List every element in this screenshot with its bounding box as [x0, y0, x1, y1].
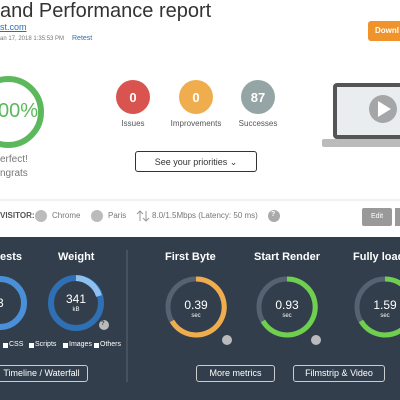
fully-loaded-unit: sec [380, 313, 390, 319]
laptop-image [322, 83, 400, 147]
button[interactable] [395, 208, 400, 226]
weight-value: 341 [65, 292, 87, 306]
timeline-button[interactable]: Timeline / Waterfall [0, 365, 88, 382]
start-render-value: 0.93 [275, 298, 299, 312]
title: and Performance report [0, 0, 212, 22]
first-byte-value: 0.39 [184, 298, 208, 312]
first-byte-gauge [169, 276, 227, 338]
requests-donut [0, 276, 27, 330]
score-value: 00% [0, 100, 39, 122]
legend-label: CSS [9, 341, 24, 348]
retest-link[interactable]: Retest [72, 35, 93, 42]
help-mark: ? [101, 321, 105, 327]
metric-heading: Fully load [353, 251, 400, 263]
improvements-badge [179, 80, 213, 114]
weight-unit: kB [72, 307, 80, 313]
metrics-panel [0, 237, 400, 400]
filmstrip-button[interactable]: Filmstrip & Video [293, 365, 385, 382]
legend-swatch [29, 343, 34, 348]
score-text: ngrats [0, 168, 28, 179]
start-render-gauge [260, 276, 318, 338]
fully-loaded-gauge [358, 276, 400, 338]
issues-count: 0 [129, 90, 137, 105]
download-button[interactable]: Downl [368, 21, 400, 41]
date: an 17, 2018 1:35:53 PM [0, 36, 65, 42]
globe-icon [91, 210, 103, 222]
network: 8.0/1.5Mbps (Latency: 50 ms) [152, 211, 258, 220]
edit-button[interactable]: Edit [362, 208, 392, 226]
successes-badge [241, 80, 275, 114]
chrome-icon [35, 210, 47, 222]
help-icon [268, 210, 280, 222]
score-text: erfect! [0, 154, 28, 165]
legend-swatch [63, 343, 68, 348]
metrics-button[interactable]: More metrics [196, 365, 275, 382]
metric-heading: Weight [58, 251, 95, 263]
legend-label: Images [69, 341, 92, 348]
network-icon [136, 210, 150, 222]
issues-badge [116, 80, 150, 114]
button-label: See your priorities [154, 157, 228, 167]
successes-label: Successes [238, 119, 278, 128]
issues-label: Issues [121, 119, 145, 128]
fully-loaded-value: 1.59 [373, 298, 397, 312]
first-byte-unit: sec [191, 313, 201, 319]
url[interactable]: st.com [0, 22, 27, 32]
priorities-button[interactable]: See your priorities ⌄ [135, 151, 257, 172]
browser: Chrome [52, 211, 81, 220]
help-icon [222, 335, 232, 345]
legend-label: Scripts [35, 341, 57, 348]
help-icon [311, 335, 321, 345]
improvements-count: 0 [192, 90, 200, 105]
visitor-label: VISITOR: [0, 211, 35, 220]
successes-count: 87 [250, 90, 266, 105]
score-ring [0, 76, 44, 148]
metric-heading: Start Render [254, 251, 321, 263]
help-mark: ? [271, 211, 276, 218]
legend-label: Others [100, 341, 122, 348]
help-icon [99, 320, 109, 330]
legend-swatch [94, 343, 99, 348]
metric-heading: First Byte [165, 251, 216, 263]
start-render-unit: sec [282, 313, 292, 319]
metric-heading: ests [0, 251, 23, 263]
location: Paris [108, 211, 127, 220]
requests-value: 3 [0, 296, 4, 310]
legend-swatch [3, 343, 8, 348]
weight-segment [75, 275, 102, 298]
improvements-label: Improvements [170, 119, 222, 128]
